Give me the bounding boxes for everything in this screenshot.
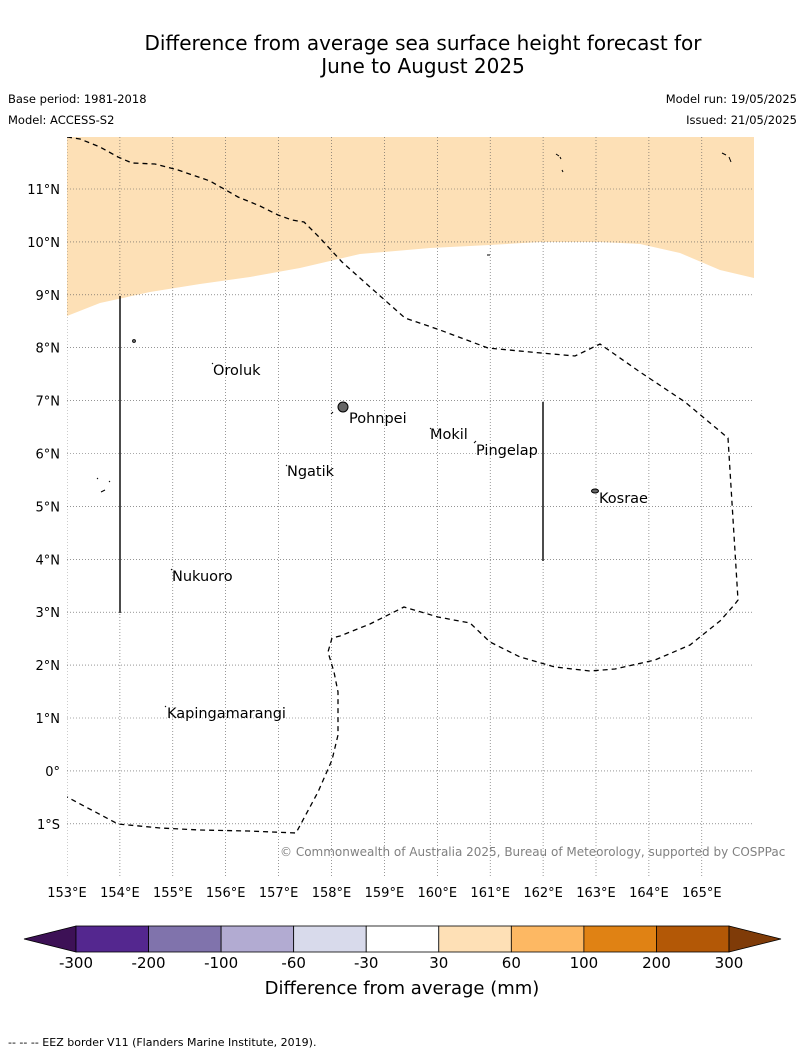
islet bbox=[721, 152, 732, 163]
islet bbox=[170, 568, 173, 571]
island-markers bbox=[96, 152, 732, 708]
place-label-nukuoro: Nukuoro bbox=[172, 569, 233, 585]
colorbar-tick-label: -200 bbox=[132, 954, 166, 972]
colorbar-tick-label: -100 bbox=[204, 954, 238, 972]
map-area bbox=[67, 137, 754, 878]
colorbar-tick-label: 200 bbox=[642, 954, 671, 972]
islet bbox=[285, 464, 288, 467]
colorbar-tick-label: -300 bbox=[59, 954, 93, 972]
colorbar-tick-label: 60 bbox=[502, 954, 521, 972]
longitude-tick-label: 159°E bbox=[365, 886, 405, 901]
longitude-tick-label: 164°E bbox=[629, 886, 669, 901]
colorbar: -300 -200 -100 -60 -30 30 60 100 200 300 bbox=[23, 925, 782, 972]
latitude-tick-label: 8°N bbox=[36, 342, 61, 357]
colorbar-segment bbox=[148, 925, 222, 953]
colorbar-segment bbox=[583, 925, 657, 953]
islet bbox=[555, 153, 564, 173]
issued-date: Issued: 21/05/2025 bbox=[686, 113, 797, 127]
islet bbox=[132, 339, 136, 343]
longitude-tick-label: 155°E bbox=[153, 886, 193, 901]
latitude-tick-label: 6°N bbox=[36, 448, 61, 463]
longitude-tick-label: 153°E bbox=[47, 886, 87, 901]
colorbar-tick-label: 30 bbox=[429, 954, 448, 972]
latitude-tick-label: 5°N bbox=[36, 500, 61, 515]
islet bbox=[164, 705, 167, 708]
title-line-1: Difference from average sea surface heig… bbox=[144, 31, 702, 55]
islet bbox=[211, 362, 214, 365]
latitude-tick-label: 4°N bbox=[36, 553, 61, 568]
colorbar-segment bbox=[510, 925, 585, 953]
longitude-tick-label: 154°E bbox=[100, 886, 140, 901]
islet bbox=[429, 427, 432, 430]
positive-anomaly-region bbox=[67, 137, 754, 316]
islet bbox=[96, 477, 99, 480]
eez-border bbox=[67, 137, 739, 834]
base-period: Base period: 1981-2018 bbox=[8, 92, 147, 106]
latitude-tick-label: 1°N bbox=[36, 712, 61, 727]
latitude-tick-label: 7°N bbox=[36, 395, 61, 410]
latitude-labels: 11°N 10°N 9°N 8°N 7°N 6°N 5°N 4°N 3°N 2°N 1°N 0° 1°S bbox=[27, 183, 60, 833]
colorbar-title: Difference from average (mm) bbox=[264, 978, 540, 999]
title-line-2: June to August 2025 bbox=[321, 54, 525, 78]
eez-legend-note: -- -- -- EEZ border V11 (Flanders Marine… bbox=[8, 1036, 317, 1049]
longitude-tick-label: 162°E bbox=[523, 886, 563, 901]
colorbar-extend-low bbox=[23, 925, 77, 953]
colorbar-tick-label: -60 bbox=[281, 954, 306, 972]
colorbar-segment bbox=[656, 925, 730, 953]
longitude-tick-label: 158°E bbox=[312, 886, 352, 901]
latitude-tick-label: 10°N bbox=[27, 236, 60, 251]
colorbar-tick-label: 100 bbox=[570, 954, 599, 972]
place-label-kosrae: Kosrae bbox=[599, 491, 648, 507]
colorbar-tick-label: 300 bbox=[715, 954, 744, 972]
place-label-pingelap: Pingelap bbox=[476, 443, 538, 459]
copyright-notice: © Commonwealth of Australia 2025, Bureau… bbox=[280, 845, 786, 859]
colorbar-segment bbox=[75, 925, 149, 953]
islet bbox=[100, 480, 111, 493]
latitude-tick-label: 1°S bbox=[37, 818, 60, 833]
model-run-date: Model run: 19/05/2025 bbox=[665, 92, 797, 106]
colorbar-segment bbox=[293, 925, 367, 953]
latitude-tick-label: 2°N bbox=[36, 659, 61, 674]
place-label-ngatik: Ngatik bbox=[287, 464, 335, 480]
colorbar-tick-label: -30 bbox=[354, 954, 379, 972]
graticule bbox=[67, 137, 754, 878]
latitude-tick-label: 11°N bbox=[27, 183, 60, 198]
longitude-tick-label: 165°E bbox=[682, 886, 722, 901]
colorbar-extend-high bbox=[728, 925, 782, 953]
longitude-tick-label: 157°E bbox=[259, 886, 299, 901]
islet bbox=[330, 411, 334, 415]
place-label-oroluk: Oroluk bbox=[213, 363, 261, 379]
colorbar-segment bbox=[365, 925, 440, 953]
longitude-tick-label: 156°E bbox=[206, 886, 246, 901]
longitude-tick-label: 163°E bbox=[576, 886, 616, 901]
place-label-kapingamarangi: Kapingamarangi bbox=[167, 706, 286, 722]
longitude-labels: 153°E 154°E 155°E 156°E 157°E 158°E 159°E 160°E… bbox=[47, 886, 721, 901]
place-label-pohnpei: Pohnpei bbox=[349, 411, 407, 427]
colorbar-segment bbox=[220, 925, 295, 953]
longitude-tick-label: 161°E bbox=[470, 886, 510, 901]
pohnpei-island bbox=[337, 401, 349, 413]
colorbar-segment bbox=[438, 925, 512, 953]
latitude-tick-label: 9°N bbox=[36, 289, 61, 304]
kosrae-island bbox=[591, 488, 599, 494]
place-label-mokil: Mokil bbox=[430, 427, 468, 443]
latitude-tick-label: 3°N bbox=[36, 606, 61, 621]
place-labels: Oroluk Pohnpei Mokil Pingelap Ngatik Kosrae Nu… bbox=[167, 363, 648, 722]
islet bbox=[473, 440, 477, 444]
model-name: Model: ACCESS-S2 bbox=[8, 113, 115, 127]
map-title: Difference from average sea surface heig… bbox=[0, 32, 804, 78]
longitude-tick-label: 160°E bbox=[418, 886, 458, 901]
latitude-tick-label: 0° bbox=[45, 765, 60, 780]
